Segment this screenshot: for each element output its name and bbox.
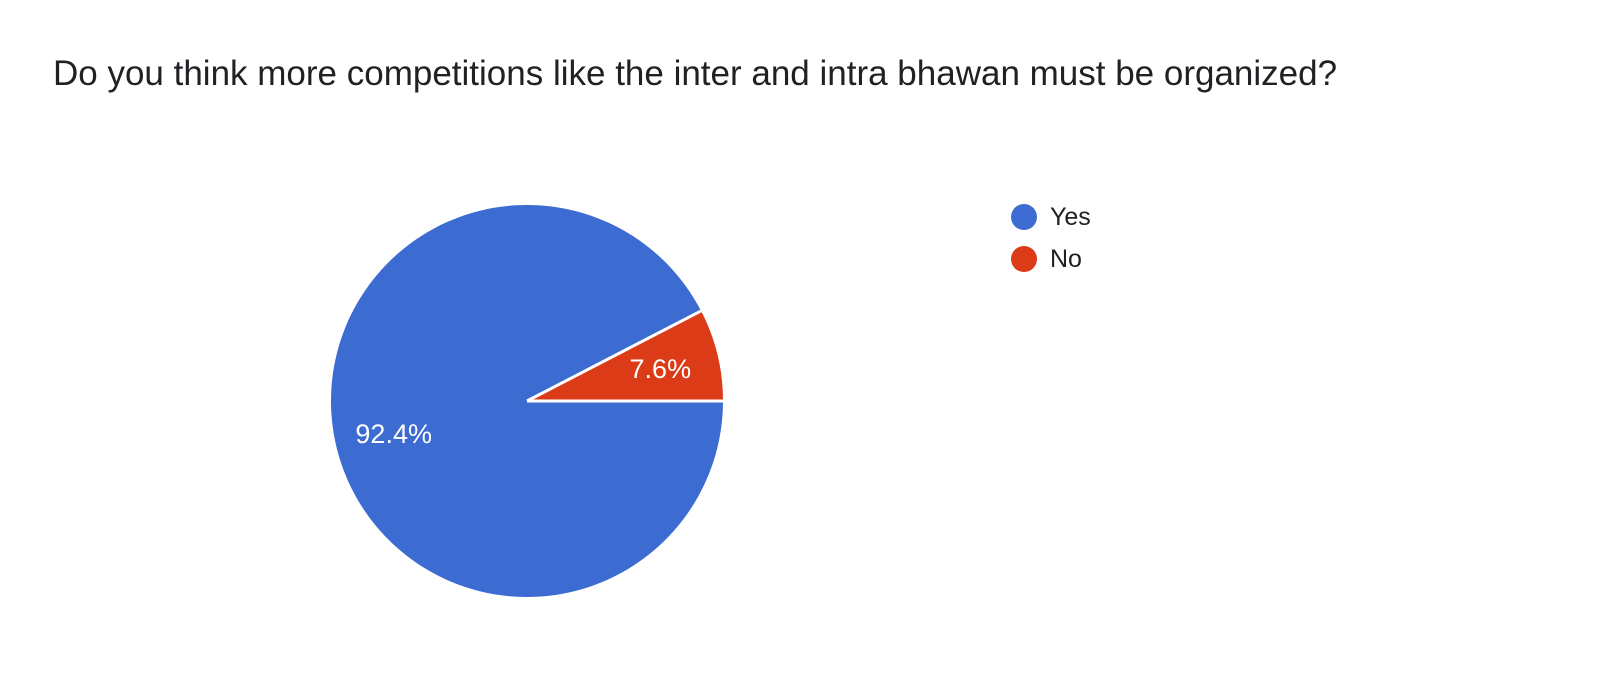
legend-item-no: No [1011,244,1091,274]
question-title: Do you think more competitions like the … [53,54,1338,93]
legend-swatch-no-icon [1011,246,1037,272]
legend-item-yes: Yes [1011,202,1091,232]
pie-slice-label-no: 7.6% [630,354,692,384]
legend-swatch-yes-icon [1011,204,1037,230]
slice-separator [526,309,702,403]
pie-chart[interactable]: 92.4% 7.6% [329,203,725,599]
chart-legend: Yes No [1011,202,1091,274]
pie-slice-no[interactable] [527,310,723,401]
legend-label-yes: Yes [1050,202,1091,231]
legend-label-no: No [1050,244,1082,273]
pie-slice-label-yes: 92.4% [355,419,432,449]
